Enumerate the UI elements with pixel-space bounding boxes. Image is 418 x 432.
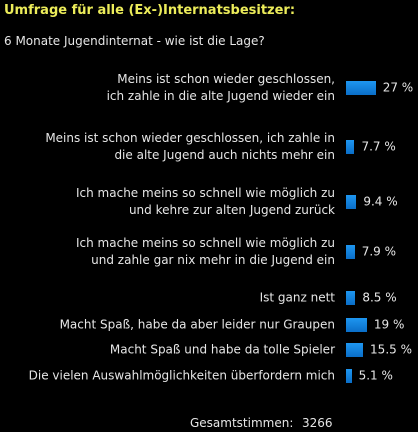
percent-label: 19 %: [373, 317, 405, 332]
percent-label: 7.7 %: [361, 139, 396, 154]
percent-label: 9.4 %: [363, 194, 398, 209]
bar: [346, 81, 376, 95]
bar: [346, 140, 355, 154]
option-label: Ich mache meins so schnell wie möglich z…: [76, 236, 335, 267]
option-label: Ist ganz nett: [259, 290, 335, 305]
option-label: Meins ist schon wieder geschlossen, ich …: [45, 131, 335, 162]
bar: [346, 343, 364, 357]
percent-label: 27 %: [382, 80, 414, 95]
option-label: Meins ist schon wieder geschlossen, ich …: [106, 72, 335, 103]
option-label: Macht Spaß, habe da aber leider nur Grau…: [59, 317, 335, 332]
percent-label: 5.1 %: [358, 368, 393, 383]
bar: [346, 195, 357, 209]
bar: [346, 369, 352, 383]
option-label: Macht Spaß und habe da tolle Spieler: [109, 342, 335, 357]
bar: [346, 245, 355, 259]
bar: [346, 291, 356, 305]
percent-label: 8.5 %: [362, 290, 397, 305]
poll-question: 6 Monate Jugendinternat - wie ist die La…: [4, 34, 265, 48]
total-votes: 3266: [302, 416, 333, 430]
poll-title: Umfrage für alle (Ex-)Internatsbesitzer:: [4, 3, 296, 18]
percent-label: 7.9 %: [361, 244, 396, 259]
percent-label: 15.5 %: [370, 342, 412, 357]
option-label: Ich mache meins so schnell wie möglich z…: [76, 186, 335, 217]
bar: [346, 318, 367, 332]
option-label: Die vielen Auswahlmöglichkeiten überford…: [28, 368, 335, 383]
total-label: Gesamtstimmen:: [190, 416, 294, 430]
